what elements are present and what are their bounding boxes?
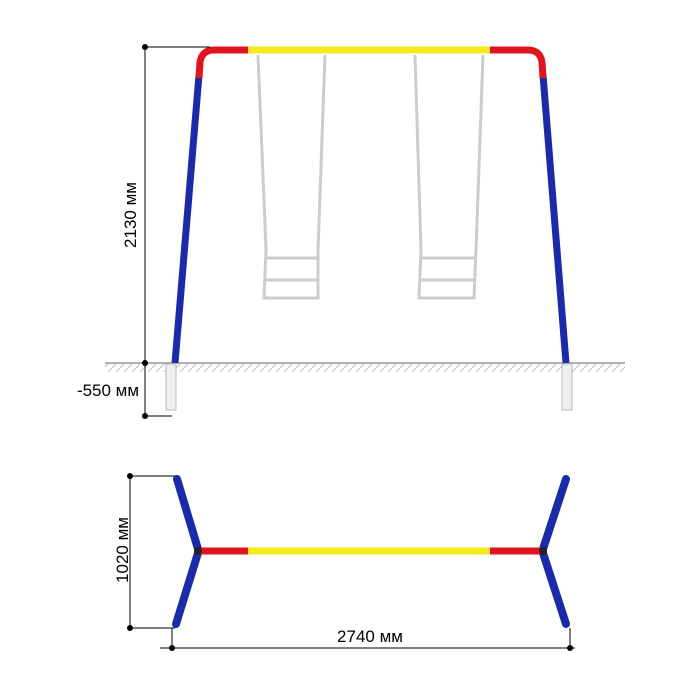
depth-label: 1020 мм <box>113 517 132 583</box>
leg <box>539 74 570 364</box>
underground-post <box>561 363 573 411</box>
top-view: 1020 мм 2740 мм <box>113 473 575 651</box>
dim-dot <box>169 645 175 651</box>
dim-dot <box>127 473 133 479</box>
swing-seat <box>256 54 327 300</box>
corner <box>195 46 248 79</box>
leg <box>171 74 203 364</box>
height-label: 2130 мм <box>121 182 140 248</box>
joint <box>539 547 547 555</box>
front-view: 2130 мм -550 мм <box>77 44 625 419</box>
joint <box>194 547 202 555</box>
dim-dot <box>142 413 148 419</box>
underground-post <box>165 363 177 411</box>
swing-seats <box>256 54 485 300</box>
dim-dot <box>142 44 148 50</box>
ground-hatch <box>105 364 625 372</box>
corner <box>490 46 547 79</box>
dim-dot <box>567 645 573 651</box>
swing-seat <box>413 54 485 300</box>
dim-dot <box>127 625 133 631</box>
dim-dot <box>142 360 148 366</box>
legs-top <box>172 475 570 628</box>
depth-label: -550 мм <box>77 381 139 400</box>
width-label: 2740 мм <box>337 627 403 646</box>
